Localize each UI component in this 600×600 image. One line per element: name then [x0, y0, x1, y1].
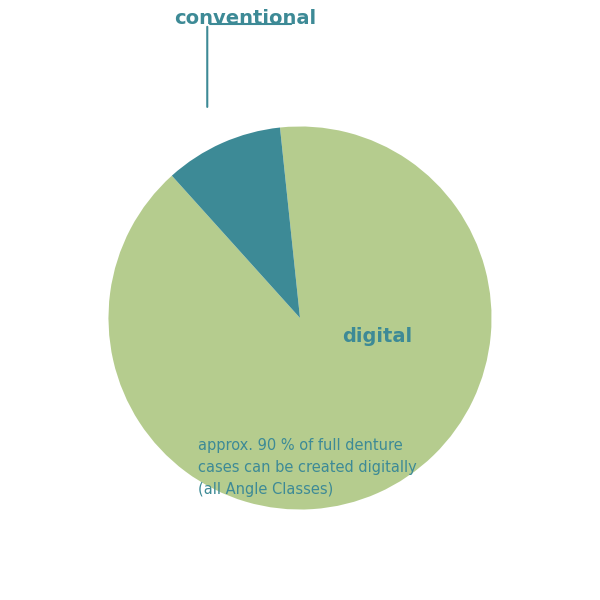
Wedge shape — [109, 127, 491, 509]
Text: digital: digital — [342, 326, 412, 346]
Wedge shape — [172, 128, 300, 318]
Text: approx. 90 % of full denture
cases can be created digitally
(all Angle Classes): approx. 90 % of full denture cases can b… — [198, 438, 417, 497]
Text: conventional: conventional — [174, 8, 316, 28]
